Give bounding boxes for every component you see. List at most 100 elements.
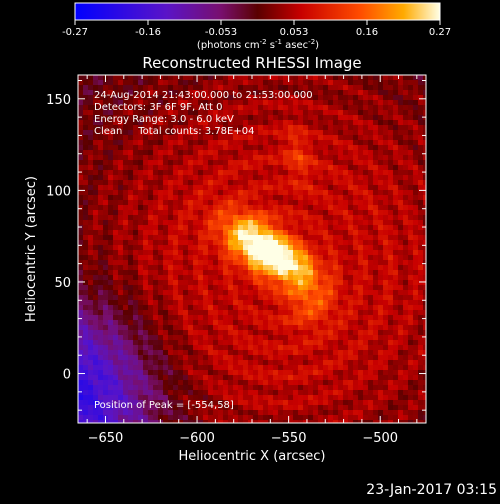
- heatmap-cell: [238, 155, 244, 161]
- heatmap-cell: [373, 395, 379, 401]
- heatmap-cell: [88, 360, 94, 366]
- heatmap-cell: [178, 300, 184, 306]
- heatmap-cell: [318, 105, 324, 111]
- heatmap-cell: [358, 275, 364, 281]
- heatmap-cell: [313, 295, 319, 301]
- heatmap-cell: [98, 160, 104, 166]
- heatmap-cell: [313, 315, 319, 321]
- heatmap-cell: [373, 370, 379, 376]
- heatmap-cell: [313, 380, 319, 386]
- heatmap-cell: [113, 145, 119, 151]
- heatmap-cell: [103, 330, 109, 336]
- heatmap-cell: [253, 170, 259, 176]
- heatmap-cell: [303, 145, 309, 151]
- heatmap-cell: [273, 190, 279, 196]
- heatmap-cell: [83, 400, 89, 406]
- heatmap-cell: [213, 380, 219, 386]
- heatmap-cell: [133, 325, 139, 331]
- heatmap-cell: [293, 295, 299, 301]
- heatmap-cell: [408, 115, 414, 121]
- heatmap-cell: [253, 415, 259, 421]
- heatmap-cell: [178, 185, 184, 191]
- heatmap-cell: [353, 395, 359, 401]
- heatmap-cell: [328, 195, 334, 201]
- heatmap-cell: [383, 125, 389, 131]
- heatmap-cell: [268, 380, 274, 386]
- heatmap-cell: [288, 290, 294, 296]
- heatmap-cell: [408, 235, 414, 241]
- heatmap-cell: [243, 390, 249, 396]
- heatmap-cell: [203, 160, 209, 166]
- heatmap-cell: [113, 190, 119, 196]
- heatmap-cell: [123, 160, 129, 166]
- heatmap-cell: [338, 335, 344, 341]
- heatmap-cell: [413, 150, 419, 156]
- heatmap-cell: [393, 195, 399, 201]
- heatmap-cell: [88, 290, 94, 296]
- heatmap-cell: [88, 315, 94, 321]
- heatmap-cell: [233, 345, 239, 351]
- heatmap-cell: [263, 380, 269, 386]
- heatmap-cell: [93, 255, 99, 261]
- heatmap-cell: [303, 290, 309, 296]
- heatmap-cell: [328, 320, 334, 326]
- heatmap-cell: [98, 235, 104, 241]
- heatmap-cell: [323, 210, 329, 216]
- heatmap-cell: [293, 190, 299, 196]
- heatmap-cell: [288, 405, 294, 411]
- heatmap-cell: [298, 300, 304, 306]
- heatmap-cell: [98, 215, 104, 221]
- heatmap-cell: [168, 175, 174, 181]
- heatmap-cell: [398, 125, 404, 131]
- heatmap-cell: [298, 360, 304, 366]
- heatmap-cell: [243, 210, 249, 216]
- heatmap-cell: [173, 310, 179, 316]
- heatmap-cell: [293, 110, 299, 116]
- heatmap-cell: [413, 305, 419, 311]
- heatmap-cell: [83, 145, 89, 151]
- heatmap-cell: [403, 375, 409, 381]
- heatmap-cell: [388, 155, 394, 161]
- heatmap-cell: [78, 85, 84, 91]
- heatmap-cell: [333, 80, 339, 86]
- heatmap-cell: [248, 180, 254, 186]
- heatmap-cell: [308, 235, 314, 241]
- heatmap-cell: [263, 330, 269, 336]
- heatmap-cell: [158, 265, 164, 271]
- heatmap-cell: [88, 280, 94, 286]
- heatmap-cell: [233, 220, 239, 226]
- heatmap-cell: [183, 75, 189, 81]
- heatmap-cell: [393, 260, 399, 266]
- heatmap-cell: [378, 150, 384, 156]
- heatmap-cell: [118, 300, 124, 306]
- heatmap-cell: [163, 185, 169, 191]
- heatmap-cell: [208, 80, 214, 86]
- heatmap-cell: [263, 410, 269, 416]
- heatmap-cell: [413, 255, 419, 261]
- heatmap-cell: [253, 315, 259, 321]
- heatmap-cell: [168, 295, 174, 301]
- heatmap-cell: [353, 190, 359, 196]
- heatmap-cell: [388, 175, 394, 181]
- heatmap-cell: [283, 215, 289, 221]
- heatmap-cell: [343, 215, 349, 221]
- heatmap-cell: [403, 205, 409, 211]
- heatmap-cell: [378, 335, 384, 341]
- heatmap-cell: [303, 335, 309, 341]
- heatmap-cell: [383, 175, 389, 181]
- heatmap-cell: [373, 355, 379, 361]
- heatmap-cell: [383, 160, 389, 166]
- heatmap-cell: [403, 220, 409, 226]
- heatmap-cell: [163, 280, 169, 286]
- heatmap-cell: [198, 250, 204, 256]
- heatmap-cell: [413, 95, 419, 101]
- heatmap-cell: [113, 375, 119, 381]
- heatmap-cell: [258, 80, 264, 86]
- heatmap-cell: [343, 170, 349, 176]
- heatmap-cell: [358, 160, 364, 166]
- heatmap-cell: [393, 115, 399, 121]
- heatmap-cell: [403, 340, 409, 346]
- heatmap-cell: [298, 115, 304, 121]
- heatmap-cell: [363, 155, 369, 161]
- heatmap-cell: [403, 115, 409, 121]
